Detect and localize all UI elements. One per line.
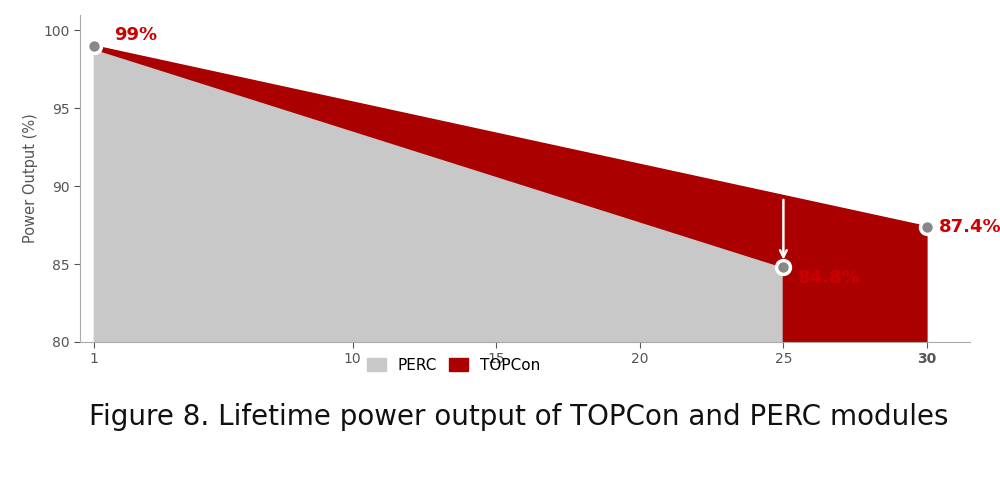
Y-axis label: Power Output (%): Power Output (%) — [23, 114, 38, 243]
Text: Figure 8. Lifetime power output of TOPCon and PERC modules: Figure 8. Lifetime power output of TOPCo… — [89, 402, 948, 430]
Polygon shape — [94, 46, 927, 342]
Text: 99%: 99% — [114, 26, 158, 44]
Legend: PERC, TOPCon: PERC, TOPCon — [361, 352, 546, 379]
Text: 84.8%: 84.8% — [798, 269, 860, 287]
Polygon shape — [94, 49, 783, 342]
Text: 87.4%: 87.4% — [938, 217, 1000, 236]
